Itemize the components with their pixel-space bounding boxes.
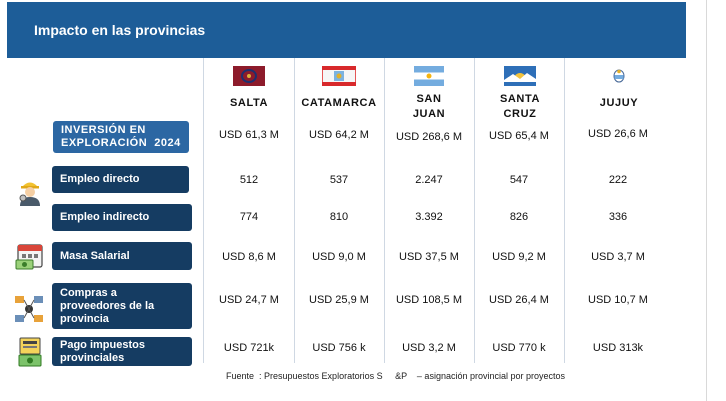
salta-flag-icon bbox=[233, 66, 265, 86]
cell-impuestos-catamarca: USD 756 k bbox=[312, 342, 366, 354]
province-name: JUJUY bbox=[599, 97, 639, 109]
cell-empleo-indirecto-salta: 774 bbox=[239, 211, 259, 223]
row-label-inversion: INVERSIÓN EN EXPLORACIÓN 2024 bbox=[53, 121, 189, 153]
cell-compras-san-juan: USD 108,5 M bbox=[395, 294, 463, 306]
cell-masa-salarial-jujuy: USD 3,7 M bbox=[591, 251, 645, 263]
cell-empleo-directo-salta: 512 bbox=[239, 174, 259, 186]
row-label-empleo-indirecto: Empleo indirecto bbox=[52, 204, 192, 231]
column-header-san-juan: SAN JUAN bbox=[384, 66, 474, 126]
column-divider bbox=[384, 58, 385, 363]
san-juan-flag-icon bbox=[414, 66, 444, 86]
cell-empleo-indirecto-santa-cruz: 826 bbox=[509, 211, 529, 223]
cell-inversion-catamarca: USD 64,2 M bbox=[309, 129, 369, 141]
page-title: Impacto en las provincias bbox=[34, 22, 206, 38]
cell-compras-santa-cruz: USD 26,4 M bbox=[489, 294, 549, 306]
column-header-salta: SALTA bbox=[204, 66, 294, 126]
cell-empleo-indirecto-jujuy: 336 bbox=[608, 211, 628, 223]
worker-icon bbox=[19, 182, 40, 206]
column-header-santa-cruz: SANTA CRUZ bbox=[475, 66, 565, 126]
cell-inversion-santa-cruz: USD 65,4 M bbox=[489, 130, 549, 142]
column-divider bbox=[294, 58, 295, 363]
row-label-compras-proveedores: Compras a proveedores de la provincia bbox=[52, 283, 192, 329]
cell-empleo-directo-catamarca: 537 bbox=[329, 174, 349, 186]
province-name: CATAMARCA bbox=[301, 97, 377, 109]
province-name: SALTA bbox=[229, 97, 269, 109]
supply-network-icon bbox=[15, 296, 43, 322]
catamarca-flag-icon bbox=[322, 66, 356, 86]
row-label-empleo-directo: Empleo directo bbox=[52, 166, 189, 193]
tax-payment-icon bbox=[18, 337, 42, 367]
cell-masa-salarial-salta: USD 8,6 M bbox=[222, 251, 276, 263]
province-name: SANTA CRUZ bbox=[499, 93, 541, 120]
cell-empleo-directo-san-juan: 2.247 bbox=[415, 174, 443, 186]
column-header-catamarca: CATAMARCA bbox=[294, 66, 384, 126]
cell-empleo-directo-santa-cruz: 547 bbox=[509, 174, 529, 186]
cell-inversion-jujuy: USD 26,6 M bbox=[588, 128, 648, 140]
cell-impuestos-san-juan: USD 3,2 M bbox=[402, 342, 456, 354]
row-label-pago-impuestos: Pago impuestos provinciales bbox=[52, 337, 192, 366]
cell-impuestos-santa-cruz: USD 770 k bbox=[492, 342, 546, 354]
cell-impuestos-salta: USD 721k bbox=[223, 342, 275, 354]
column-divider bbox=[564, 58, 565, 363]
cell-compras-jujuy: USD 10,7 M bbox=[588, 294, 648, 306]
jujuy-flag-icon bbox=[613, 69, 625, 83]
page-edge-line bbox=[706, 0, 707, 401]
cell-compras-salta: USD 24,7 M bbox=[219, 294, 279, 306]
column-divider bbox=[203, 58, 204, 363]
column-divider bbox=[474, 58, 475, 363]
cell-masa-salarial-santa-cruz: USD 9,2 M bbox=[492, 251, 546, 263]
province-name: SAN JUAN bbox=[412, 93, 446, 120]
cell-masa-salarial-san-juan: USD 37,5 M bbox=[399, 251, 459, 263]
source-note: Fuente : Presupuestos Exploratorios S &P… bbox=[226, 371, 566, 381]
cell-inversion-san-juan: USD 268,6 M bbox=[395, 131, 463, 143]
cell-impuestos-jujuy: USD 313k bbox=[592, 342, 644, 354]
cell-empleo-directo-jujuy: 222 bbox=[608, 174, 628, 186]
row-label-masa-salarial: Masa Salarial bbox=[52, 242, 192, 270]
cell-masa-salarial-catamarca: USD 9,0 M bbox=[312, 251, 366, 263]
calendar-money-icon bbox=[15, 244, 43, 270]
column-header-jujuy: JUJUY bbox=[565, 66, 673, 126]
cell-empleo-indirecto-san-juan: 3.392 bbox=[415, 211, 443, 223]
header-banner: Impacto en las provincias bbox=[7, 2, 686, 58]
cell-compras-catamarca: USD 25,9 M bbox=[309, 294, 369, 306]
santa-cruz-flag-icon bbox=[504, 66, 536, 86]
cell-empleo-indirecto-catamarca: 810 bbox=[329, 211, 349, 223]
cell-inversion-salta: USD 61,3 M bbox=[219, 129, 279, 141]
